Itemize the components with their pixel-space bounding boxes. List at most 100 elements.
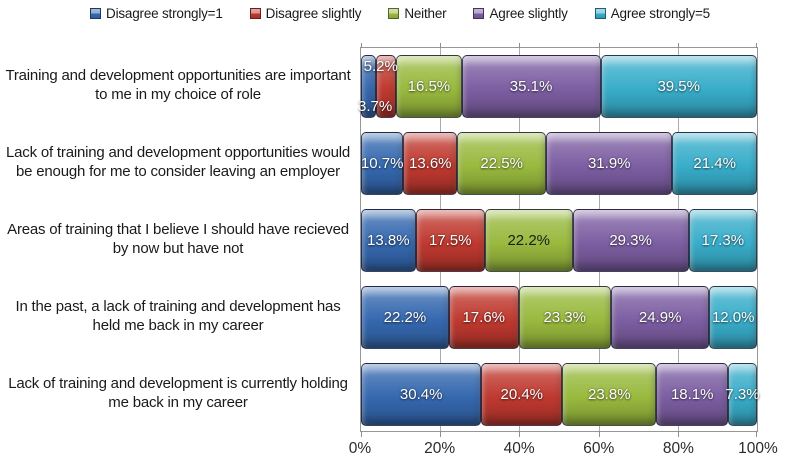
bar-segment: 21.4% — [672, 132, 757, 195]
bar-segment: 17.3% — [688, 209, 757, 272]
bar-segment: 17.5% — [415, 209, 485, 272]
tick-mark — [440, 43, 442, 48]
x-axis-tick-label: 100% — [738, 440, 778, 457]
legend-label: Agree strongly=5 — [610, 6, 710, 21]
legend-swatch-icon — [249, 8, 261, 19]
legend-item: Disagree strongly=1 — [90, 6, 223, 21]
tick-mark — [677, 431, 679, 437]
bar-segment: 17.6% — [448, 286, 519, 349]
tick-mark — [440, 431, 442, 437]
legend-label: Disagree strongly=1 — [106, 6, 223, 21]
tick-mark — [598, 43, 600, 48]
bar-value-label: 20.4% — [500, 386, 544, 403]
bar-segment: 35.1% — [461, 55, 601, 118]
category-labels: Training and development opportunities a… — [2, 47, 354, 432]
legend-swatch-icon — [473, 8, 485, 19]
bar-row: 13.8% 17.5% 22.2% 29.3% 17.3% — [361, 209, 757, 272]
bar-value-label: 3.7% — [358, 98, 393, 115]
bar-segment: 5.2% — [364, 55, 398, 118]
bar-segment: 23.8% — [562, 363, 657, 426]
bar-row: 30.4% 20.4% 23.8% 18.1% 7.3% — [361, 363, 760, 426]
bar-value-label: 5.2% — [363, 58, 398, 75]
legend-swatch-icon — [388, 8, 400, 19]
category-label-slot: Lack of training and development is curr… — [2, 355, 354, 432]
legend-label: Neither — [404, 6, 447, 21]
category-label: In the past, a lack of training and deve… — [15, 298, 341, 334]
bar-segment: 24.9% — [610, 286, 710, 349]
bar-row: 3.7% 5.2% 16.5% 35.1% 39.5% — [358, 55, 757, 118]
plot-area: 3.7% 5.2% 16.5% 35.1% 39.5% 10.7% 13.6% 22.5% 31… — [358, 43, 760, 437]
legend-item: Neither — [388, 6, 447, 21]
bar-value-label: 22.2% — [383, 309, 427, 326]
x-axis-tick-label: 60% — [583, 440, 615, 457]
bar-value-label: 17.3% — [701, 232, 745, 249]
bar-value-label: 13.8% — [367, 232, 410, 249]
bar-value-label: 18.1% — [670, 386, 714, 403]
bar-value-label: 31.9% — [587, 155, 631, 172]
bar-value-label: 22.2% — [507, 232, 551, 249]
category-label-slot: Training and development opportunities a… — [2, 47, 354, 124]
category-label-slot: Areas of training that I believe I shoul… — [2, 201, 354, 278]
tick-mark — [361, 43, 362, 48]
bar-value-label: 10.7% — [360, 155, 404, 172]
legend-item: Disagree slightly — [249, 6, 362, 21]
tick-mark — [519, 43, 521, 48]
bar-segment: 30.4% — [361, 363, 482, 426]
tick-mark — [756, 431, 757, 437]
bar-segment: 20.4% — [481, 363, 563, 426]
bar-row: 10.7% 13.6% 22.5% 31.9% 21.4% — [361, 132, 757, 195]
bar-value-label: 13.6% — [408, 155, 452, 172]
category-label: Training and development opportunities a… — [5, 67, 351, 103]
bar-segment: 16.5% — [396, 55, 462, 118]
bar-segment: 13.6% — [403, 132, 458, 195]
bar-value-label: 23.3% — [543, 309, 586, 326]
tick-mark — [677, 43, 679, 48]
tick-mark — [361, 431, 362, 437]
bar-value-label: 7.3% — [725, 386, 760, 403]
bar-value-label: 30.4% — [399, 386, 443, 403]
bar-segment: 7.3% — [725, 363, 760, 426]
legend-item: Agree slightly — [473, 6, 568, 21]
legend-label: Disagree slightly — [265, 6, 362, 21]
bar-segment: 22.5% — [457, 132, 547, 195]
bar-segment: 23.3% — [518, 286, 611, 349]
bar-value-label: 21.4% — [693, 155, 736, 172]
x-axis-tick-label: 0% — [348, 440, 372, 457]
bar-value-label: 12.0% — [711, 309, 755, 326]
tick-mark — [598, 431, 600, 437]
category-label-slot: Lack of training and development opportu… — [2, 124, 354, 201]
chart-legend: Disagree strongly=1 Disagree slightly Neit… — [0, 6, 800, 21]
tick-mark — [756, 43, 757, 48]
bar-segment: 22.2% — [484, 209, 573, 272]
bar-value-label: 17.5% — [428, 232, 472, 249]
bar-value-label: 39.5% — [657, 78, 700, 95]
bar-value-label: 22.5% — [480, 155, 523, 172]
bar-segment: 29.3% — [572, 209, 689, 272]
x-axis-tick-label: 80% — [662, 440, 694, 457]
x-axis-tick-label: 40% — [503, 440, 535, 457]
legend-label: Agree slightly — [489, 6, 568, 21]
x-axis: 0% 20% 40% 60% 80% 100% — [349, 440, 778, 460]
bar-segment: 10.7% — [361, 132, 403, 195]
legend-swatch-icon — [594, 8, 606, 19]
tick-mark — [519, 431, 521, 437]
bar-value-label: 24.9% — [638, 309, 682, 326]
bar-segment: 39.5% — [600, 55, 757, 118]
legend-swatch-icon — [90, 8, 102, 19]
category-label: Lack of training and development is curr… — [8, 375, 348, 411]
category-label: Lack of training and development opportu… — [6, 144, 350, 180]
x-axis-tick-label: 20% — [424, 440, 456, 457]
bar-value-label: 17.6% — [462, 309, 506, 326]
bar-segment: 31.9% — [546, 132, 673, 195]
bar-value-label: 29.3% — [609, 232, 652, 249]
category-label: Areas of training that I believe I shoul… — [7, 221, 349, 257]
category-label-slot: In the past, a lack of training and deve… — [2, 278, 354, 355]
bar-value-label: 16.5% — [407, 78, 451, 95]
bar-segment: 13.8% — [361, 209, 416, 272]
bar-segment: 18.1% — [656, 363, 729, 426]
bar-segment: 22.2% — [361, 286, 449, 349]
bar-value-label: 35.1% — [509, 78, 553, 95]
legend-item: Agree strongly=5 — [594, 6, 710, 21]
bar-segment: 12.0% — [709, 286, 757, 349]
